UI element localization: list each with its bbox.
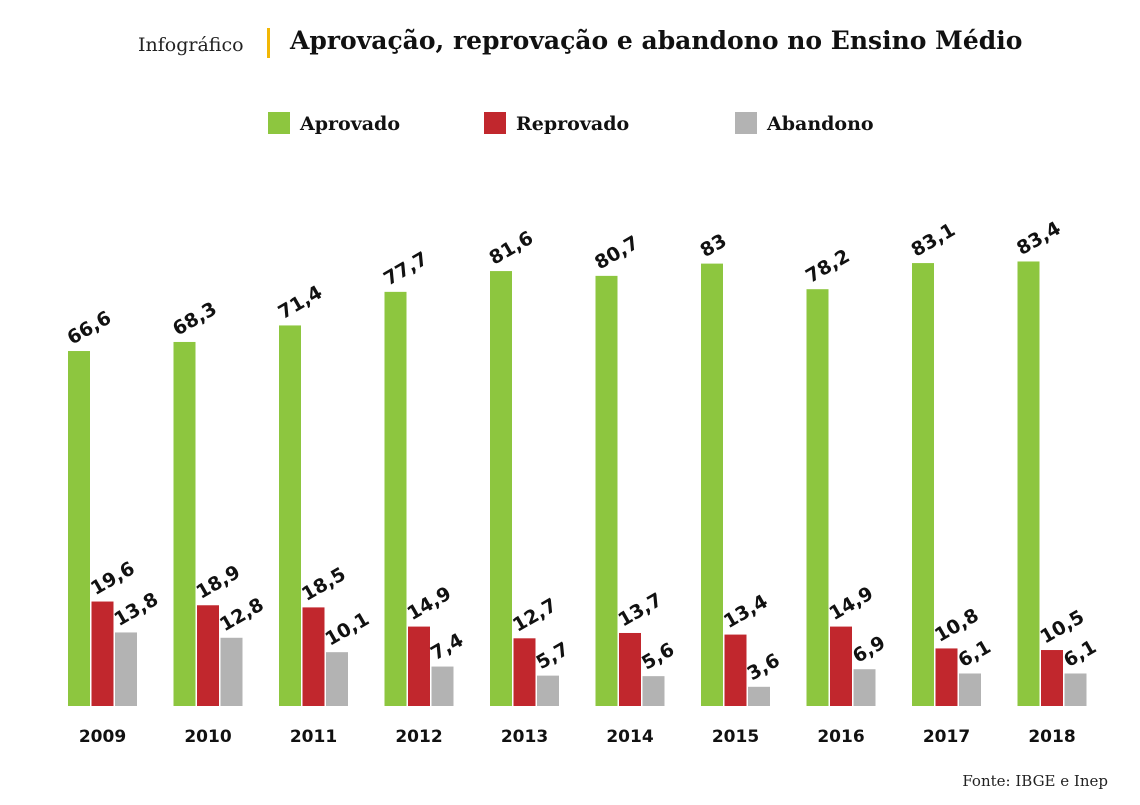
value-label-abandono-2014: 5,6 — [638, 639, 678, 675]
bar-aprovado-2011 — [279, 325, 301, 706]
value-label-abandono-2017: 6,1 — [955, 636, 995, 672]
x-tick-2011: 2011 — [290, 727, 337, 747]
value-label-abandono-2010: 12,8 — [216, 594, 268, 636]
legend-label-aprovado: Aprovado — [299, 113, 400, 135]
value-label-aprovado-2009: 66,6 — [64, 307, 116, 349]
x-tick-2016: 2016 — [817, 727, 864, 747]
value-label-aprovado-2013: 81,6 — [486, 227, 538, 269]
value-label-reprovado-2015: 13,4 — [720, 590, 772, 632]
bar-abandono-2015 — [748, 686, 770, 706]
value-label-abandono-2013: 5,7 — [533, 638, 573, 674]
bar-abandono-2013 — [537, 675, 559, 706]
bar-aprovado-2012 — [384, 291, 407, 706]
x-tick-2012: 2012 — [395, 727, 442, 747]
bar-aprovado-2009 — [68, 351, 90, 706]
value-label-aprovado-2010: 68,3 — [169, 298, 221, 340]
chart-title: Aprovação, reprovação e abandono no Ensi… — [290, 26, 1023, 55]
bar-aprovado-2015 — [701, 263, 723, 706]
value-label-reprovado-2013: 12,7 — [509, 594, 561, 636]
bar-abandono-2012 — [431, 666, 454, 706]
bar-reprovado-2018 — [1041, 650, 1063, 706]
bar-reprovado-2015 — [724, 634, 747, 706]
x-tick-2018: 2018 — [1028, 727, 1075, 747]
value-label-reprovado-2014: 13,7 — [615, 589, 667, 631]
value-label-aprovado-2018: 83,4 — [1013, 217, 1065, 259]
title-divider — [267, 28, 270, 58]
bar-abandono-2017 — [959, 673, 981, 706]
x-tick-2014: 2014 — [606, 727, 653, 747]
value-label-abandono-2009: 13,8 — [111, 588, 163, 630]
legend-label-abandono: Abandono — [766, 113, 874, 135]
legend-swatch-reprovado — [484, 112, 506, 134]
value-label-aprovado-2011: 71,4 — [275, 281, 327, 323]
x-tick-2017: 2017 — [923, 727, 970, 747]
value-label-aprovado-2012: 77,7 — [380, 248, 432, 290]
source-note: Fonte: IBGE e Inep — [962, 772, 1108, 790]
bar-abandono-2018 — [1064, 673, 1087, 706]
bar-reprovado-2013 — [513, 638, 536, 706]
bar-aprovado-2014 — [595, 275, 618, 706]
bar-aprovado-2016 — [806, 289, 829, 706]
bar-reprovado-2009 — [91, 601, 114, 706]
value-label-aprovado-2016: 78,2 — [802, 245, 854, 287]
bar-aprovado-2018 — [1017, 261, 1040, 706]
bar-reprovado-2016 — [830, 626, 852, 706]
legend-label-reprovado: Reprovado — [516, 113, 629, 135]
value-label-reprovado-2012: 14,9 — [404, 582, 456, 624]
bar-abandono-2016 — [853, 669, 876, 706]
legend-swatch-aprovado — [268, 112, 290, 134]
bar-abandono-2010 — [220, 637, 243, 706]
x-tick-2015: 2015 — [712, 727, 759, 747]
value-label-reprovado-2010: 18,9 — [193, 561, 245, 603]
value-label-aprovado-2015: 83 — [697, 230, 731, 262]
value-label-abandono-2011: 10,1 — [322, 608, 374, 650]
value-label-abandono-2012: 7,4 — [427, 629, 467, 665]
value-label-reprovado-2009: 19,6 — [87, 557, 139, 599]
x-tick-2013: 2013 — [501, 727, 548, 747]
value-label-aprovado-2014: 80,7 — [591, 232, 643, 274]
x-tick-2009: 2009 — [79, 727, 126, 747]
header: Infográfico Aprovação, reprovação e aban… — [0, 24, 1140, 64]
value-label-aprovado-2017: 83,1 — [908, 219, 960, 261]
x-tick-2010: 2010 — [184, 727, 231, 747]
legend-swatch-abandono — [735, 112, 757, 134]
bar-aprovado-2017 — [912, 263, 934, 706]
bar-abandono-2011 — [326, 652, 348, 706]
bar-reprovado-2017 — [935, 648, 958, 706]
bar-aprovado-2010 — [173, 341, 196, 706]
bar-aprovado-2013 — [490, 271, 512, 706]
bar-abandono-2009 — [115, 632, 137, 706]
bar-reprovado-2014 — [619, 632, 641, 706]
bar-reprovado-2011 — [302, 607, 325, 706]
value-label-abandono-2016: 6,9 — [849, 632, 889, 668]
bar-abandono-2014 — [642, 676, 665, 706]
kicker: Infográfico — [138, 34, 244, 56]
bar-reprovado-2010 — [197, 605, 219, 706]
value-label-reprovado-2016: 14,9 — [826, 582, 878, 624]
bar-reprovado-2012 — [408, 626, 430, 706]
value-label-abandono-2018: 6,1 — [1060, 636, 1100, 672]
value-label-abandono-2015: 3,6 — [744, 649, 784, 685]
value-label-reprovado-2011: 18,5 — [298, 563, 350, 605]
